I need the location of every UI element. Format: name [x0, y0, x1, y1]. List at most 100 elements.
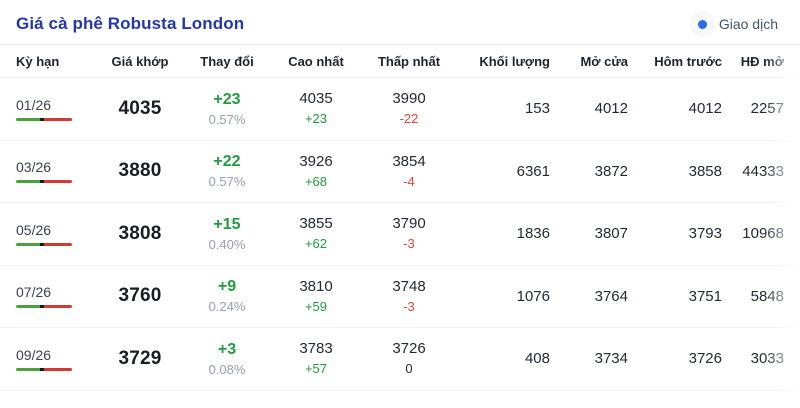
open-interest: 3033	[750, 350, 784, 368]
match-price: 3729	[118, 347, 162, 369]
high-cell: 3855 +62	[299, 215, 332, 252]
open-price: 4012	[594, 100, 628, 118]
high-change: +57	[304, 361, 328, 376]
col-header-volume: Khối lượng	[479, 53, 550, 69]
change-cell: +3 0.08%	[209, 340, 246, 378]
contract-label: 09/26	[16, 346, 52, 363]
table-row[interactable]: 03/26 3880 +22 0.57% 3926 +68 3854 -4 63…	[0, 141, 800, 203]
high-value: 4035	[299, 90, 333, 108]
table-row[interactable]: 07/26 3760 +9 0.24% 3810 +59 3748 -3 107…	[0, 266, 800, 328]
trade-tab-label: Giao dịch	[718, 16, 778, 32]
match-price: 3808	[118, 222, 162, 244]
low-value: 3854	[392, 152, 426, 170]
high-cell: 3926 +68	[299, 153, 332, 190]
prev-close: 3793	[688, 225, 722, 243]
contract-cell: 05/26	[16, 222, 72, 246]
contract-cell: 07/26	[16, 284, 72, 309]
open-price: 3807	[594, 225, 628, 243]
change-value: +3	[217, 340, 237, 358]
low-change: -3	[403, 298, 415, 314]
match-price: 4035	[118, 97, 162, 119]
change-percent: 0.40%	[208, 236, 246, 252]
prev-close: 3858	[688, 162, 722, 180]
volume: 1836	[516, 225, 550, 243]
high-value: 3810	[299, 277, 333, 295]
change-cell: +15 0.40%	[209, 215, 246, 253]
contract-label: 01/26	[16, 96, 52, 113]
change-cell: +23 0.57%	[209, 90, 246, 128]
low-value: 3790	[392, 215, 426, 233]
open-interest: 2257	[750, 100, 784, 118]
low-value: 3990	[392, 90, 426, 108]
change-value: +9	[217, 278, 237, 296]
contract-cell: 01/26	[16, 97, 72, 121]
panel-header: Giá cà phê Robusta London Giao dịch	[0, 0, 800, 44]
high-cell: 3783 +57	[299, 340, 332, 377]
col-header-change: Thay đổi	[200, 53, 254, 69]
col-header-match-price: Giá khớp	[111, 53, 169, 69]
low-change: -3	[403, 236, 415, 251]
match-price: 3880	[118, 160, 162, 182]
high-change: +23	[304, 111, 328, 126]
low-cell: 3726 0	[392, 340, 425, 377]
blue-dot-icon	[698, 19, 708, 29]
volume: 408	[524, 350, 550, 368]
col-header-open-interest: HĐ mở	[740, 53, 784, 69]
contract-label: 05/26	[16, 221, 52, 238]
low-cell: 3990 -22	[392, 90, 425, 127]
open-price: 3764	[594, 287, 628, 305]
change-percent: 0.08%	[208, 361, 246, 377]
open-interest: 10968	[742, 225, 784, 243]
volume: 6361	[516, 162, 550, 180]
change-value: +23	[213, 90, 241, 108]
trade-tab[interactable]: Giao dịch	[684, 7, 784, 41]
contract-label: 03/26	[16, 159, 52, 176]
price-range-bar	[16, 242, 72, 246]
col-header-high: Cao nhất	[288, 53, 344, 69]
change-value: +22	[213, 153, 241, 171]
open-price: 3872	[594, 162, 628, 180]
col-header-open: Mở cửa	[580, 53, 628, 69]
col-header-prev-close: Hôm trước	[654, 53, 722, 69]
table-row[interactable]: 01/26 4035 +23 0.57% 4035 +23 3990 -22 1…	[0, 78, 800, 141]
table-row[interactable]: 05/26 3808 +15 0.40% 3855 +62 3790 -3 18…	[0, 203, 800, 266]
trade-dot-bg	[689, 11, 716, 37]
match-price: 3760	[118, 285, 162, 307]
high-value: 3855	[299, 215, 333, 233]
change-percent: 0.24%	[208, 299, 246, 315]
open-interest: 5848	[750, 287, 784, 305]
contract-cell: 03/26	[16, 159, 72, 184]
prev-close: 4012	[688, 100, 722, 118]
low-change: 0	[405, 361, 413, 376]
table-row[interactable]: 09/26 3729 +3 0.08% 3783 +57 3726 0 408 …	[0, 328, 800, 391]
low-change: -22	[399, 111, 419, 126]
low-value: 3726	[392, 340, 426, 358]
col-header-low: Thấp nhất	[377, 53, 441, 69]
open-interest: 44333	[742, 162, 784, 180]
high-change: +68	[304, 173, 328, 189]
col-header-contract: Kỳ hạn	[16, 53, 60, 69]
price-range-bar	[16, 305, 72, 309]
high-change: +62	[304, 236, 328, 251]
table-header-row: Kỳ hạn Giá khớp Thay đổi Cao nhất Thấp n…	[0, 44, 800, 78]
prev-close: 3726	[688, 350, 722, 368]
price-range-bar	[16, 117, 72, 121]
prev-close: 3751	[688, 287, 722, 305]
contract-label: 07/26	[16, 284, 52, 301]
low-cell: 3854 -4	[392, 153, 425, 190]
low-cell: 3790 -3	[392, 215, 425, 252]
low-cell: 3748 -3	[392, 278, 425, 315]
price-table: Kỳ hạn Giá khớp Thay đổi Cao nhất Thấp n…	[0, 44, 800, 391]
low-change: -4	[403, 173, 415, 189]
volume: 153	[524, 100, 550, 118]
open-price: 3734	[594, 350, 628, 368]
change-percent: 0.57%	[208, 111, 246, 127]
change-value: +15	[213, 215, 241, 233]
high-cell: 3810 +59	[299, 278, 332, 315]
high-value: 3783	[299, 340, 333, 358]
contract-cell: 09/26	[16, 347, 72, 371]
change-percent: 0.57%	[208, 174, 246, 190]
high-cell: 4035 +23	[299, 90, 332, 127]
price-range-bar	[16, 180, 72, 184]
